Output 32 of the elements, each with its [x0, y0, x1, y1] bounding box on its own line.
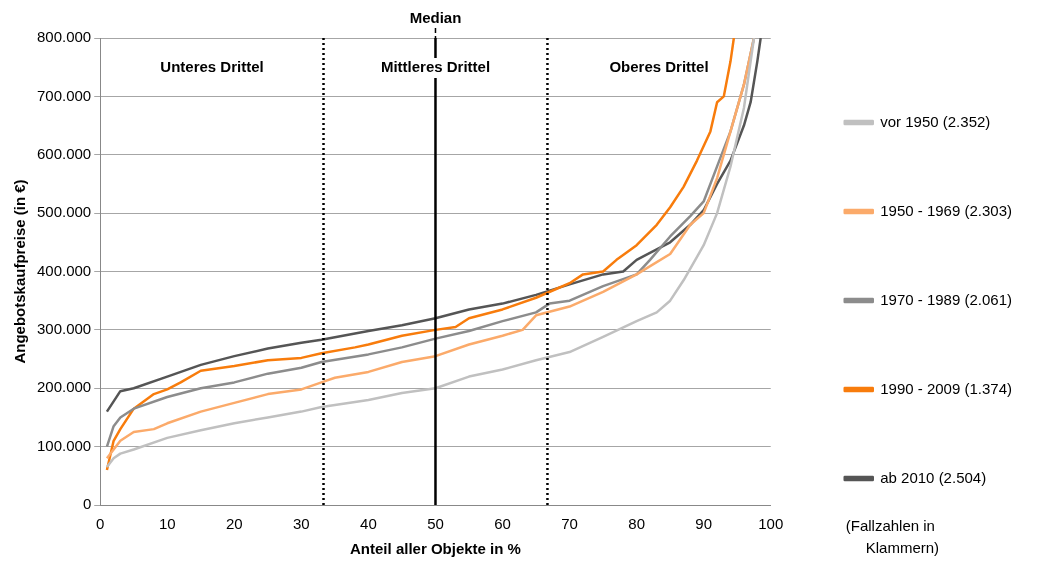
y-tick-label: 100.000: [36, 436, 92, 454]
x-tick-label: 30: [293, 515, 310, 533]
legend-label: 1970 - 1989 (2.061): [880, 290, 1012, 308]
x-axis-title: Anteil aller Objekte in %: [350, 540, 521, 558]
x-tick-label: 50: [427, 515, 444, 533]
legend-label: ab 2010 (2.504): [880, 468, 987, 486]
y-tick-label: 700.000: [36, 86, 92, 104]
y-tick-label: 800.000: [36, 28, 92, 46]
y-tick-label: 0: [82, 495, 92, 513]
text: (Fallzahlen in Klammern): [845, 516, 940, 556]
y-tick-label: 400.000: [36, 261, 92, 279]
y-tick-label: 600.000: [36, 144, 92, 162]
ref-line-label: Median: [409, 8, 462, 26]
y-tick-label: 300.000: [36, 320, 92, 338]
y-tick-label: 500.000: [36, 203, 92, 221]
x-tick-label: 90: [695, 515, 713, 533]
x-tick-label: 40: [360, 515, 377, 533]
x-tick-label: 20: [225, 515, 243, 533]
legend-label: vor 1950 (2.352): [880, 112, 991, 130]
annotation: Mittleres Drittel: [380, 58, 491, 76]
x-tick-label: 80: [628, 515, 645, 533]
annotation: Unteres Drittel: [160, 58, 264, 76]
x-tick-label: 60: [494, 515, 511, 533]
legend-label: 1950 - 1969 (2.303): [880, 201, 1012, 219]
x-tick-label: 0: [96, 515, 105, 533]
y-tick-label: 200.000: [36, 378, 92, 396]
x-tick-label: 10: [158, 515, 176, 533]
legend-label: 1990 - 2009 (1.374): [880, 379, 1012, 397]
y-axis-title: Angebotskaufpreise (in €): [11, 179, 29, 364]
x-tick-label: 100: [758, 515, 784, 533]
annotation: Oberes Drittel: [609, 58, 709, 76]
x-tick-label: 70: [561, 515, 578, 533]
